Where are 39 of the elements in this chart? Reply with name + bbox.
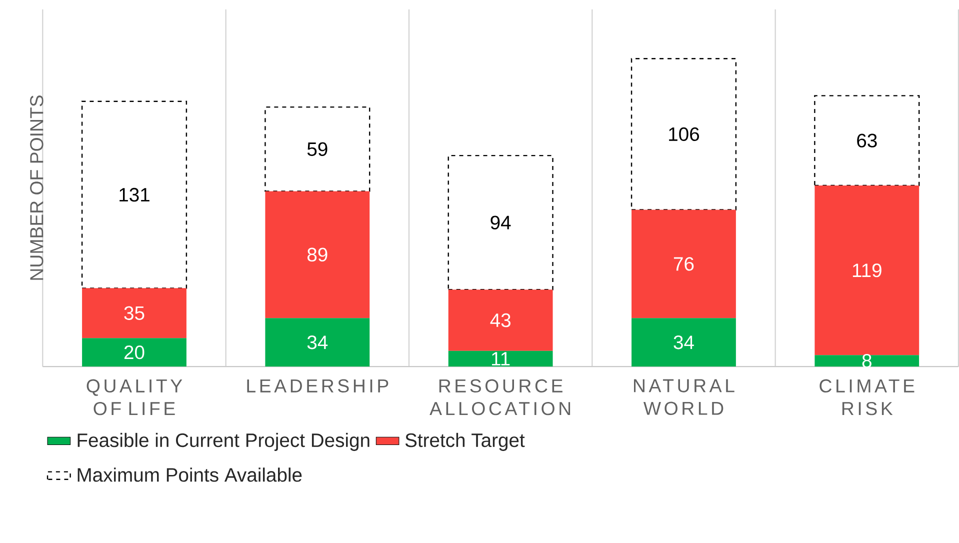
bar [82, 288, 186, 338]
bar [814, 95, 920, 186]
data-label: 131 [120, 188, 150, 202]
data-label: 8 [862, 354, 872, 368]
legend-label: Maximum Points Available [78, 468, 302, 482]
x-tick-label: RESOURCE ALLOCATION [430, 380, 570, 416]
x-tick-label: CLIMATE RISK [820, 380, 914, 416]
bar [81, 101, 188, 289]
bar [265, 191, 370, 318]
bar [814, 186, 920, 356]
bar [265, 318, 370, 367]
data-label: 59 [307, 142, 328, 156]
data-label: 34 [307, 336, 328, 350]
bar [448, 155, 554, 290]
y-axis-title: NUMBER OF POINTS [30, 96, 44, 280]
data-label: 43 [490, 314, 510, 328]
bar [448, 290, 553, 352]
legend-label: Feasible in Current Project Design [78, 433, 370, 452]
data-label: 89 [307, 248, 328, 262]
bar [632, 318, 736, 367]
bar [264, 106, 370, 192]
data-label: 34 [674, 336, 694, 350]
bar [632, 210, 736, 318]
bar [82, 338, 186, 367]
data-label: 35 [124, 306, 144, 320]
data-label: 76 [674, 257, 694, 271]
bar [448, 351, 553, 367]
legend-label: Stretch Target [405, 433, 525, 452]
data-label: 106 [669, 128, 700, 142]
bar [814, 355, 920, 367]
data-label: 94 [490, 216, 511, 230]
data-label: 11 [492, 352, 510, 366]
x-tick-label: NATURAL WORLD [634, 380, 734, 416]
x-tick-label: QUALITY OF LIFE [86, 380, 182, 416]
data-label: 119 [852, 264, 882, 278]
data-label: 20 [124, 346, 144, 360]
bar [630, 58, 737, 211]
x-tick-label: LEADERSHIP [247, 380, 388, 393]
data-label: 63 [857, 134, 877, 148]
